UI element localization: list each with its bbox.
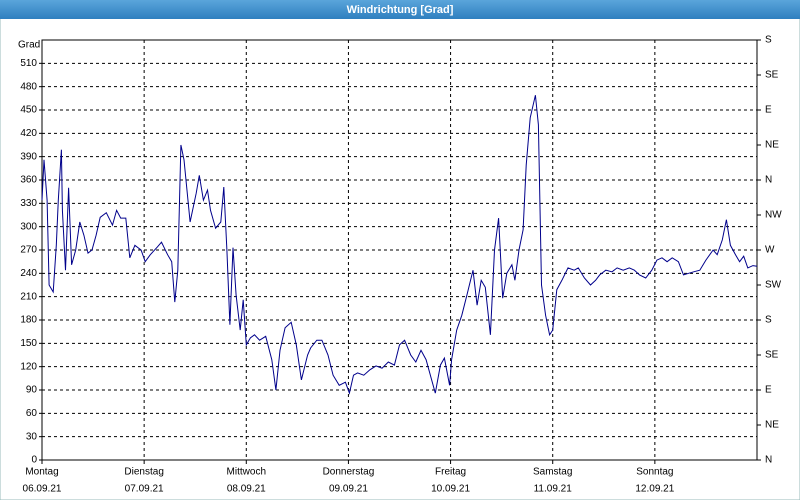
y-tick-label: 300: [20, 221, 37, 232]
y-tick-label: 270: [20, 245, 37, 256]
y-tick-label: 150: [20, 338, 37, 349]
y-axis-label: Grad: [18, 40, 40, 51]
x-tick-label: Samstag: [533, 467, 572, 478]
y-tick-label: 90: [26, 385, 38, 396]
y2-tick-label: NE: [765, 420, 779, 431]
y-tick-label: 510: [20, 58, 37, 69]
x-tick-date: 08.09.21: [227, 484, 266, 495]
y2-tick-label: S: [765, 315, 772, 326]
y-tick-label: 450: [20, 105, 37, 116]
x-tick-date: 06.09.21: [23, 484, 62, 495]
y2-tick-label: N: [765, 175, 772, 186]
x-tick-label: Freitag: [435, 467, 466, 478]
y-tick-label: 390: [20, 151, 37, 162]
x-tick-label: Sonntag: [636, 467, 673, 478]
y2-tick-label: N: [765, 455, 772, 466]
x-tick-date: 12.09.21: [635, 484, 674, 495]
x-tick-date: 11.09.21: [534, 484, 573, 495]
chart-title: Windrichtung [Grad]: [347, 4, 454, 16]
y2-tick-label: SW: [765, 280, 782, 291]
y-tick-label: 210: [20, 291, 37, 302]
y-tick-label: 420: [20, 128, 37, 139]
y-tick-label: 60: [26, 408, 38, 419]
y2-tick-label: SE: [765, 350, 779, 361]
y2-tick-label: S: [765, 35, 772, 46]
y-tick-label: 330: [20, 198, 37, 209]
y-tick-label: 0: [31, 455, 37, 466]
y-tick-label: 240: [20, 268, 37, 279]
y2-tick-label: W: [765, 245, 775, 256]
x-tick-label: Donnerstag: [323, 467, 375, 478]
y2-tick-label: SE: [765, 70, 779, 81]
x-tick-label: Montag: [25, 467, 58, 478]
x-tick-date: 07.09.21: [125, 484, 164, 495]
y2-tick-label: E: [765, 105, 772, 116]
y2-tick-label: NW: [765, 210, 782, 221]
y2-tick-label: E: [765, 385, 772, 396]
x-tick-label: Dienstag: [124, 467, 163, 478]
data-line: [41, 95, 758, 395]
y-tick-label: 360: [20, 175, 37, 186]
x-tick-label: Mittwoch: [227, 467, 266, 478]
x-tick-date: 10.09.21: [431, 484, 470, 495]
title-bar: [0, 0, 800, 19]
y2-tick-label: NE: [765, 140, 779, 151]
x-tick-date: 09.09.21: [329, 484, 368, 495]
y-tick-label: 180: [20, 315, 37, 326]
y-tick-label: 30: [26, 431, 38, 442]
y-tick-label: 480: [20, 81, 37, 92]
y-tick-label: 120: [20, 361, 37, 372]
